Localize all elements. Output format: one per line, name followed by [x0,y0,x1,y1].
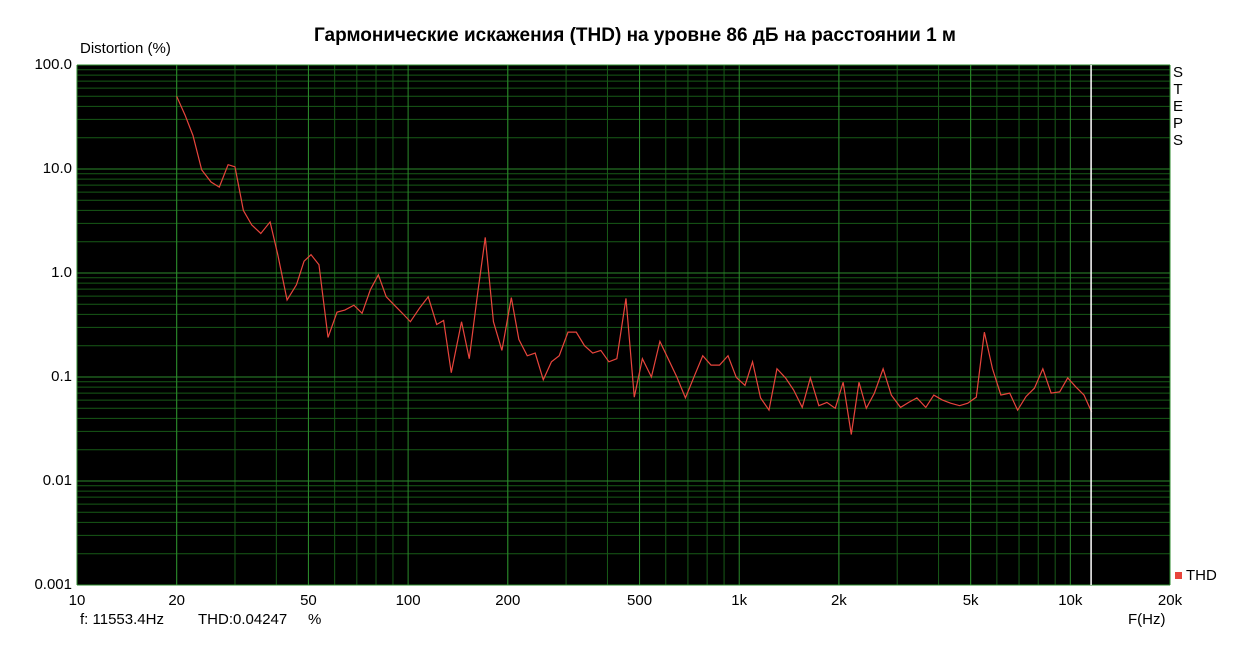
y-tick-label: 100.0 [34,56,72,73]
x-tick-label: 5k [963,592,979,609]
x-tick-label: 10k [1058,592,1083,609]
legend-swatch [1175,572,1182,579]
y-tick-label: 0.001 [34,576,72,593]
y-tick-label: 10.0 [43,160,72,177]
y-axis-label: Distortion (%) [80,40,171,57]
x-tick-label: 2k [831,592,847,609]
cursor-frequency: f: 11553.4Hz [80,611,164,628]
x-tick-label: 20 [168,592,185,609]
x-tick-label: 1k [731,592,747,609]
cursor-value: THD:0.04247 [198,611,287,628]
x-tick-label: 10 [69,592,86,609]
x-tick-label: 200 [495,592,520,609]
cursor-unit: % [308,611,321,628]
y-tick-label: 0.01 [43,472,72,489]
plot-area [77,65,1170,585]
x-axis-label: F(Hz) [1128,611,1166,628]
x-tick-label: 500 [627,592,652,609]
legend-label: THD [1186,567,1217,584]
x-tick-label: 50 [300,592,317,609]
y-tick-label: 0.1 [51,368,72,385]
y-tick-label: 1.0 [51,264,72,281]
chart-title: Гармонические искажения (THD) на уровне … [314,25,956,46]
data-line [176,96,1093,435]
x-tick-label: 20k [1158,592,1183,609]
x-tick-label: 100 [396,592,421,609]
